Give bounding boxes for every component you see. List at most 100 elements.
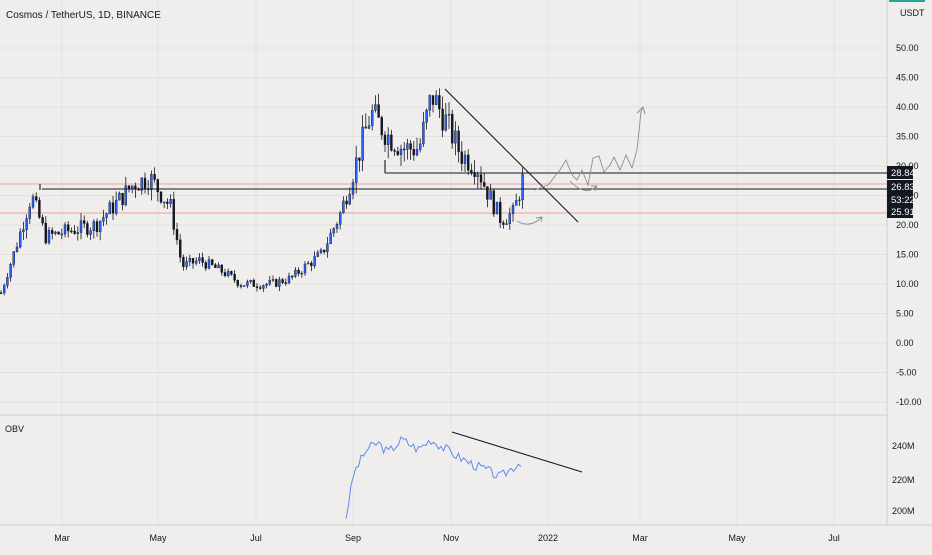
price-tick: 15.00 [896, 250, 919, 260]
candle [396, 151, 399, 155]
candle [518, 199, 521, 202]
candle [387, 134, 390, 145]
candle [486, 186, 489, 200]
candle [92, 221, 96, 231]
price-label-box-1 [887, 166, 913, 179]
candle [162, 201, 166, 204]
candle [287, 275, 291, 284]
candle [393, 150, 396, 152]
candle [12, 251, 16, 265]
descending-trendline[interactable] [444, 88, 579, 223]
time-tick: Jul [250, 533, 262, 543]
candle [86, 223, 89, 235]
candle [178, 239, 182, 258]
price-label-box-2 [887, 180, 913, 193]
candle [35, 196, 38, 201]
price-tick: 50.00 [896, 43, 919, 53]
candle [239, 285, 243, 287]
candle [435, 95, 438, 105]
candle [403, 148, 406, 151]
time-tick: May [728, 533, 746, 543]
curve-arrow-lower [516, 216, 543, 225]
candle [153, 174, 156, 180]
candles-series [0, 88, 524, 296]
candle [44, 222, 47, 244]
candle [226, 271, 230, 276]
currency-label[interactable]: USDT [900, 8, 925, 18]
price-label-1: 28.84 [891, 168, 915, 179]
obv-axis[interactable]: 240M 220M 200M [892, 441, 915, 516]
candle [108, 202, 112, 215]
price-tick: 40.00 [896, 102, 919, 112]
candle [166, 201, 169, 204]
obv-trendline[interactable] [451, 431, 583, 473]
candle [511, 205, 515, 215]
candle [326, 243, 329, 253]
price-tick: 20.00 [896, 220, 919, 230]
candle [121, 192, 124, 206]
chart-title: Cosmos / TetherUS, 1D, BINANCE [6, 10, 161, 21]
candle [505, 223, 508, 225]
curve-arrowhead-lower [535, 216, 543, 223]
obv-label: OBV [5, 424, 24, 434]
candle [377, 104, 380, 118]
time-tick: Mar [54, 533, 70, 543]
price-tick: -10.00 [896, 397, 922, 407]
curve-arrowhead-upper [591, 185, 598, 192]
time-tick: Mar [632, 533, 648, 543]
candle [467, 154, 470, 171]
time-tick: Jul [828, 533, 840, 543]
candle [156, 179, 160, 193]
candle [495, 201, 499, 215]
time-tick: Nov [443, 533, 460, 543]
candle [380, 117, 383, 136]
candle [172, 199, 176, 230]
price-labels: 28.84 26.83 53:22 25.91 [887, 166, 915, 218]
candle [191, 258, 195, 264]
candle [303, 263, 307, 274]
candle [150, 174, 153, 190]
price-label-2: 26.83 [891, 182, 915, 193]
candle [0, 292, 3, 295]
candle [159, 191, 163, 203]
price-tick: 5.00 [896, 309, 914, 319]
candle [499, 201, 502, 223]
candle [329, 232, 332, 244]
candle [118, 192, 121, 201]
candle [473, 172, 476, 177]
candle [262, 285, 265, 289]
candle [278, 279, 281, 287]
candle [489, 190, 492, 200]
candle [28, 206, 31, 219]
candle [355, 157, 358, 183]
price-tick: -5.00 [896, 368, 917, 378]
candle [348, 194, 351, 205]
candle [114, 199, 118, 214]
time-axis[interactable]: Mar May Jul Sep Nov 2022 Mar May Jul [54, 533, 840, 543]
candle [204, 262, 208, 269]
candle [470, 169, 473, 173]
candle [79, 220, 83, 233]
candle [198, 257, 201, 262]
candle [105, 213, 108, 218]
candle [31, 196, 35, 208]
candle [22, 229, 25, 233]
obv-tick: 220M [892, 475, 915, 485]
candle [223, 272, 227, 276]
time-tick: 2022 [538, 533, 558, 543]
candle [367, 125, 371, 129]
candle [271, 279, 275, 281]
price-tick: 0.00 [896, 338, 914, 348]
candle [425, 109, 428, 123]
candle [476, 174, 479, 177]
candle [66, 224, 70, 232]
candle [300, 272, 303, 275]
candle [201, 257, 204, 263]
candle [111, 202, 115, 214]
candle [185, 261, 188, 267]
candle [95, 221, 99, 232]
candle [361, 126, 364, 161]
price-label-box-3 [887, 205, 913, 218]
candle [339, 212, 342, 225]
